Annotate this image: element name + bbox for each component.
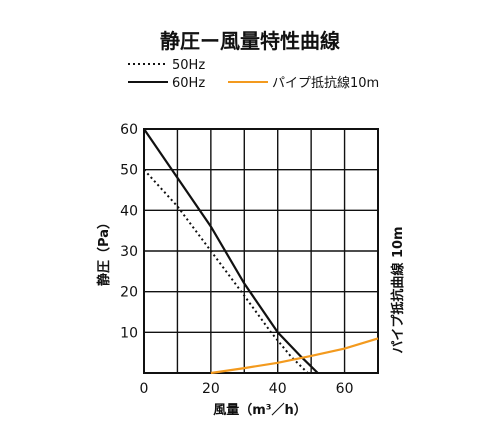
y-tick-label: 20 — [120, 285, 138, 301]
legend-label-50hz: 50Hz — [172, 58, 205, 73]
x-axis-label: 風量（m³／h） — [213, 402, 307, 418]
tick-labels: 0 20 40 60 10 20 30 40 50 60 — [120, 122, 353, 397]
series-line-60hz — [143, 128, 319, 374]
y-tick-label: 60 — [120, 122, 138, 138]
y-tick-label: 40 — [120, 203, 138, 219]
legend-label-pipe: パイプ抵抗線10m — [272, 75, 379, 91]
y-axis-label: 静圧（Pa） — [96, 216, 112, 286]
x-tick-label: 20 — [202, 381, 220, 397]
series-line-pipe-resistance — [210, 337, 379, 375]
grid — [144, 129, 378, 373]
x-tick-label: 40 — [269, 381, 287, 397]
series-lines — [143, 128, 379, 375]
x-tick-label: 0 — [140, 381, 149, 397]
y-tick-label: 50 — [120, 163, 138, 179]
right-axis-label: パイプ抵抗曲線 10m — [390, 226, 406, 353]
x-tick-label: 60 — [336, 381, 354, 397]
legend: 50Hz 60Hz パイプ抵抗線10m — [128, 58, 379, 91]
y-tick-label: 10 — [120, 325, 138, 341]
legend-label-60hz: 60Hz — [172, 76, 205, 91]
chart-title: 静圧ー風量特性曲線 — [160, 29, 340, 53]
y-tick-label: 30 — [120, 244, 138, 260]
series-line-50hz — [143, 169, 309, 374]
